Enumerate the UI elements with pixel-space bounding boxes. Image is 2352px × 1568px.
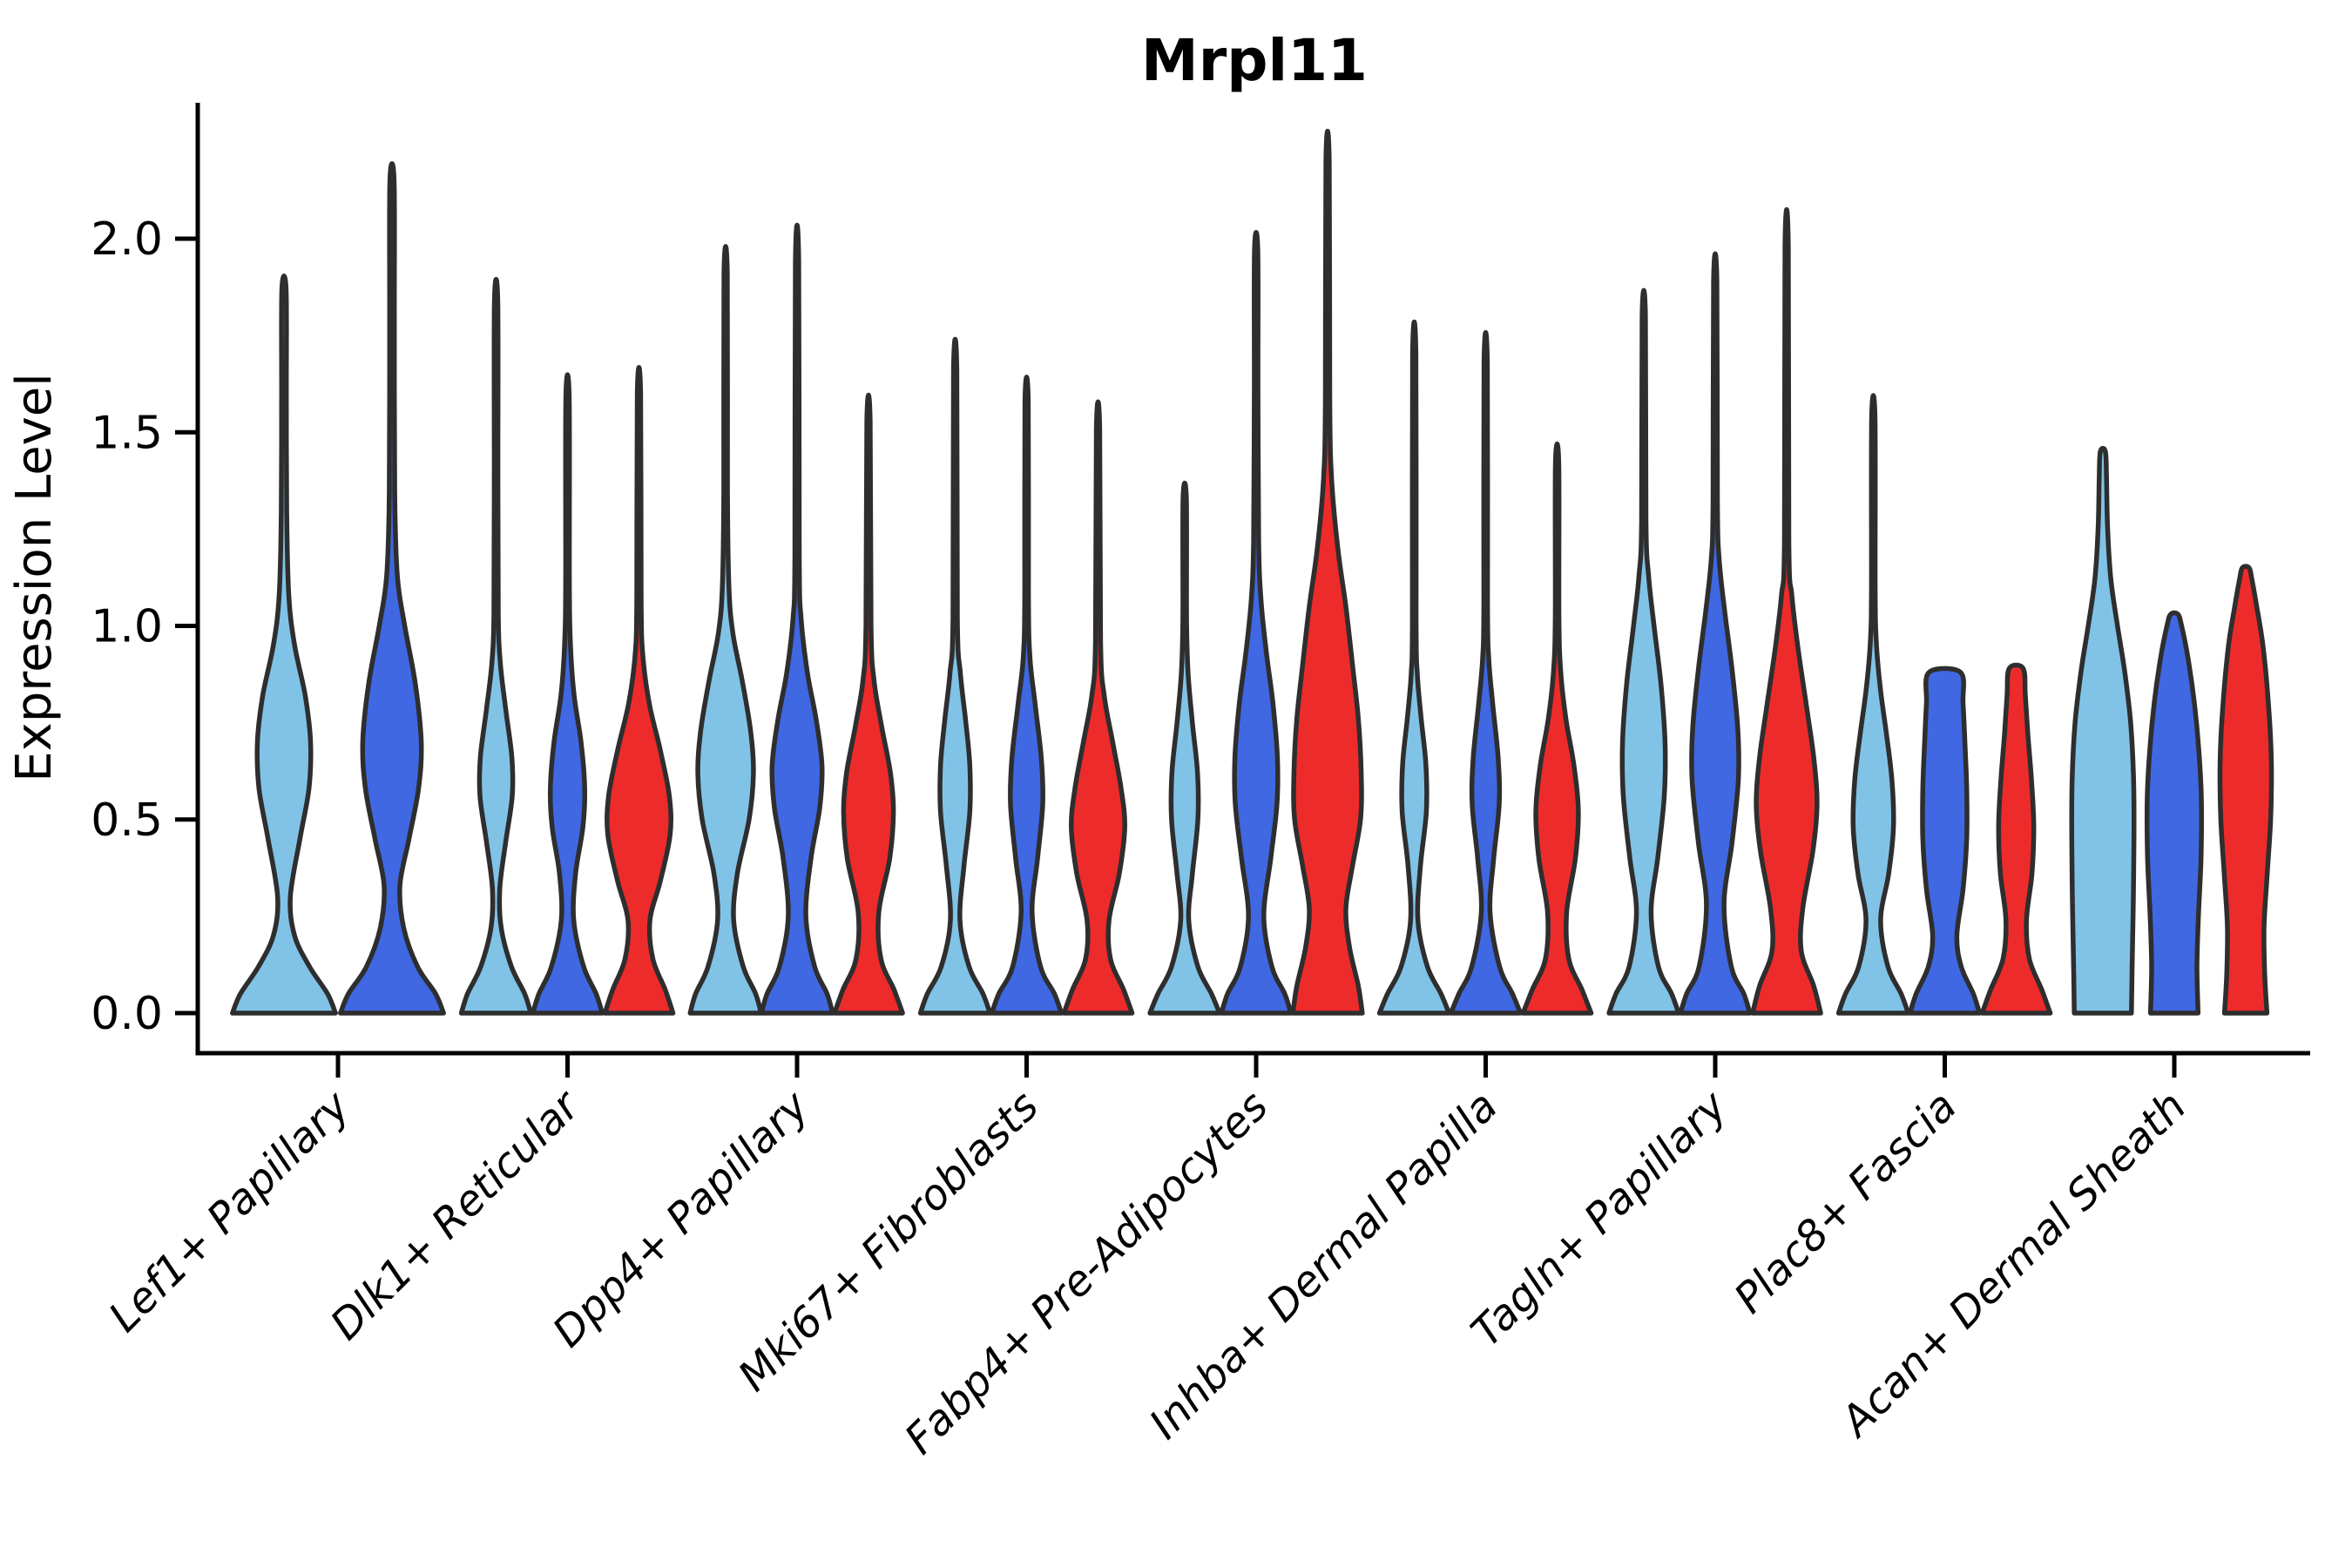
plot-title: Mrpl11 <box>1141 27 1368 94</box>
y-axis: 0.0 0.5 1.0 1.5 2.0 <box>91 213 198 1040</box>
violin-lef1-papillary-dark_blue <box>338 161 446 1016</box>
violin-acan-dermal-sheath-light_blue <box>2069 445 2137 1016</box>
violin-dpp4-papillary-red <box>832 393 905 1016</box>
y-tick-label: 2.0 <box>91 213 163 266</box>
violin-mki67-fibroblasts-light_blue <box>917 336 993 1016</box>
violin-plac8-fascia-red <box>1979 662 2053 1016</box>
x-tick-label: Dpp4+ Papillary <box>544 1081 819 1356</box>
violin-acan-dermal-sheath-red <box>2217 564 2274 1016</box>
y-tick-label: 0.0 <box>91 988 163 1040</box>
x-tick-label: Lef1+ Papillary <box>99 1081 360 1342</box>
violin-inhba-dermal-papilla-dark_blue <box>1448 330 1524 1016</box>
violin-mki67-fibroblasts-dark_blue <box>989 375 1064 1016</box>
violin-fabp4-pre-adipocytes-light_blue <box>1147 480 1222 1016</box>
y-axis-label: Expression Level <box>6 373 63 782</box>
y-tick-label: 0.5 <box>91 794 163 847</box>
y-tick-label: 1.5 <box>91 407 163 459</box>
x-tick-label: Plac8+ Fascia <box>1725 1082 1966 1323</box>
x-tick-label: Fabp4+ Pre-Adipocytes <box>896 1082 1278 1464</box>
violin-dlk1-reticular-dark_blue <box>530 372 605 1016</box>
violin-fabp4-pre-adipocytes-dark_blue <box>1219 230 1294 1016</box>
violin-tagln-papillary-dark_blue <box>1678 251 1753 1016</box>
violins-layer <box>230 128 2274 1016</box>
violin-lef1-papillary-light_blue <box>230 274 338 1016</box>
violin-inhba-dermal-papilla-red <box>1520 441 1594 1016</box>
violin-mki67-fibroblasts-red <box>1061 399 1135 1016</box>
violin-dpp4-papillary-light_blue <box>687 244 764 1016</box>
violin-plac8-fascia-dark_blue <box>1907 666 1983 1016</box>
violin-acan-dermal-sheath-dark_blue <box>2144 610 2205 1016</box>
y-tick-label: 1.0 <box>91 601 163 653</box>
violin-dlk1-reticular-red <box>602 365 676 1016</box>
violin-inhba-dermal-papilla-light_blue <box>1376 320 1452 1016</box>
violin-dlk1-reticular-light_blue <box>458 277 534 1016</box>
violin-tagln-papillary-light_blue <box>1606 287 1681 1016</box>
x-tick-label: Tagln+ Papillary <box>1462 1081 1737 1356</box>
violin-dpp4-papillary-dark_blue <box>759 223 835 1016</box>
violin-plac8-fascia-light_blue <box>1835 393 1911 1016</box>
x-tick-label: Dlk1+ Reticular <box>321 1080 591 1350</box>
violin-fabp4-pre-adipocytes-red <box>1290 128 1365 1016</box>
violin-tagln-papillary-red <box>1750 207 1823 1016</box>
